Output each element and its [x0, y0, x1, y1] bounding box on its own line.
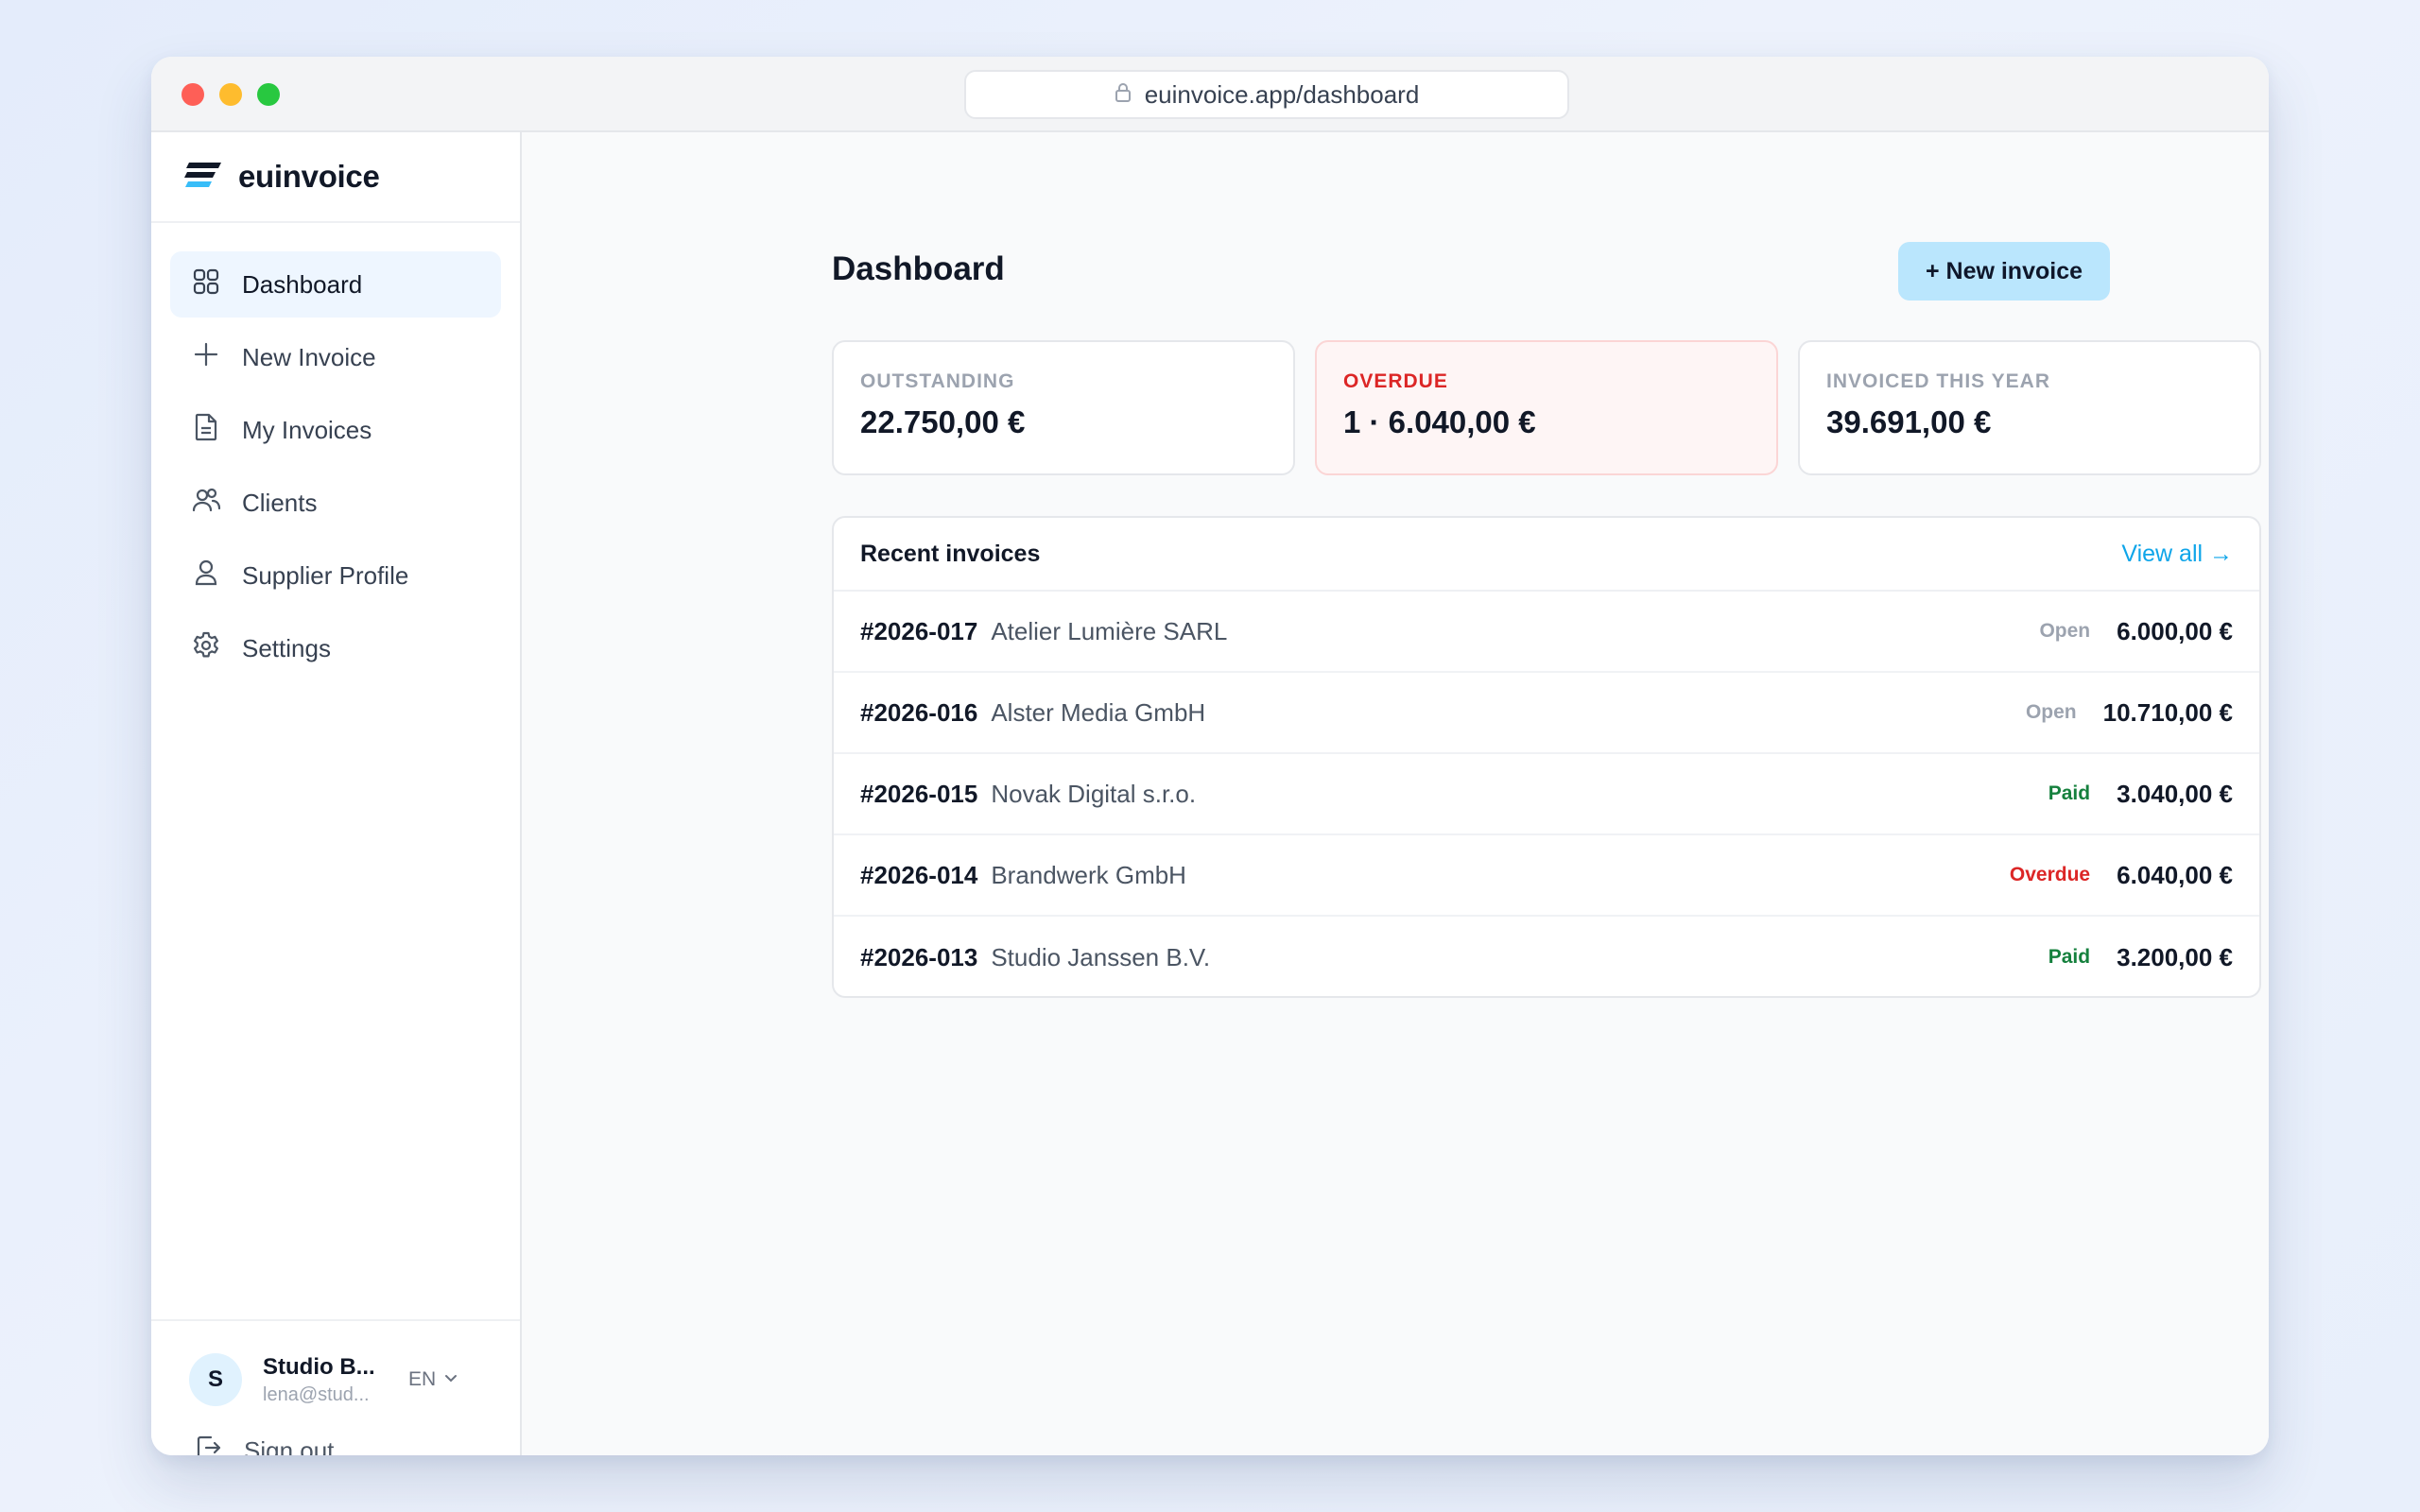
status-badge: Paid	[2048, 946, 2091, 968]
stat-card-invoiced-this-year: INVOICED THIS YEAR 39.691,00 €	[1798, 340, 2261, 475]
minimize-window-button[interactable]	[219, 83, 242, 106]
status-badge: Open	[2025, 701, 2077, 723]
invoice-row[interactable]: #2026-013 Studio Janssen B.V. Paid 3.200…	[834, 917, 2259, 996]
sidebar-item-new-invoice[interactable]: New Invoice	[170, 324, 501, 390]
user-email: lena@stud...	[263, 1383, 370, 1405]
browser-window: euinvoice.app/dashboard euinvoice	[151, 57, 2269, 1455]
invoice-row[interactable]: #2026-017 Atelier Lumière SARL Open 6.00…	[834, 592, 2259, 673]
sidebar-item-clients[interactable]: Clients	[170, 470, 501, 536]
invoice-amount: 6.000,00 €	[2117, 616, 2233, 645]
invoice-amount: 3.040,00 €	[2117, 779, 2233, 808]
sidebar-item-label: Supplier Profile	[242, 560, 409, 590]
sidebar: euinvoice Dashboard	[151, 132, 522, 1455]
language-selector[interactable]: EN	[408, 1368, 458, 1391]
stat-label: OUTSTANDING	[860, 370, 1015, 392]
user-name: Studio B...	[263, 1353, 375, 1380]
view-all-link[interactable]: View all →	[2121, 540, 2233, 567]
lock-icon	[1115, 80, 1132, 110]
sidebar-item-label: My Invoices	[242, 415, 372, 444]
invoice-row[interactable]: #2026-016 Alster Media GmbH Open 10.710,…	[834, 673, 2259, 754]
gear-icon	[191, 630, 221, 667]
sidebar-item-my-invoices[interactable]: My Invoices	[170, 397, 501, 463]
invoice-number: #2026-014	[860, 860, 978, 889]
recent-invoices-panel: Recent invoices View all → #2026-017 Ate…	[832, 516, 2261, 998]
brand-name: euinvoice	[238, 159, 380, 194]
brand[interactable]: euinvoice	[151, 132, 520, 223]
sidebar-item-supplier-profile[interactable]: Supplier Profile	[170, 542, 501, 609]
language-label: EN	[408, 1368, 437, 1390]
status-badge: Overdue	[2009, 864, 2091, 885]
grid-icon	[191, 266, 221, 303]
stat-card-outstanding: OUTSTANDING 22.750,00 €	[832, 340, 1295, 475]
recent-invoices-header: Recent invoices View all →	[834, 518, 2259, 592]
stat-label: INVOICED THIS YEAR	[1826, 370, 2050, 392]
sidebar-nav: Dashboard New Invoice My	[170, 251, 501, 688]
main-content: Dashboard + New invoice OUTSTANDING 22.7…	[522, 132, 2269, 1455]
invoice-client: Studio Janssen B.V.	[991, 942, 1211, 971]
user-account[interactable]: S Studio B... lena@stud... EN	[189, 1349, 492, 1410]
recent-invoices-title: Recent invoices	[860, 540, 1041, 567]
sidebar-item-dashboard[interactable]: Dashboard	[170, 251, 501, 318]
users-icon	[191, 485, 221, 522]
stat-card-overdue: OVERDUE 1 · 6.040,00 €	[1315, 340, 1778, 475]
invoice-client: Brandwerk GmbH	[991, 860, 1186, 889]
sidebar-item-label: Settings	[242, 633, 331, 662]
sidebar-footer: S Studio B... lena@stud... EN	[151, 1319, 520, 1455]
invoice-amount: 6.040,00 €	[2117, 860, 2233, 889]
invoice-number: #2026-016	[860, 697, 978, 727]
chevron-down-icon	[443, 1368, 458, 1391]
invoice-number: #2026-013	[860, 942, 978, 971]
invoice-row[interactable]: #2026-014 Brandwerk GmbH Overdue 6.040,0…	[834, 835, 2259, 917]
sidebar-item-label: New Invoice	[242, 342, 376, 371]
plus-icon	[191, 339, 221, 376]
sidebar-item-settings[interactable]: Settings	[170, 615, 501, 681]
invoice-amount: 10.710,00 €	[2102, 697, 2233, 727]
sidebar-item-label: Dashboard	[242, 269, 363, 299]
sign-out-label: Sign out	[244, 1436, 335, 1455]
status-badge: Paid	[2048, 782, 2091, 804]
stat-value: 22.750,00 €	[860, 404, 1026, 439]
user-icon	[191, 558, 221, 594]
close-window-button[interactable]	[182, 83, 204, 106]
avatar: S	[189, 1353, 242, 1406]
invoice-amount: 3.200,00 €	[2117, 942, 2233, 971]
page-title: Dashboard	[832, 250, 1005, 287]
invoice-client: Atelier Lumière SARL	[991, 616, 1228, 645]
invoice-number: #2026-015	[860, 779, 978, 808]
sign-out-button[interactable]: Sign out	[193, 1433, 334, 1455]
new-invoice-button[interactable]: + New invoice	[1898, 242, 2110, 301]
logo-icon	[183, 160, 223, 195]
stat-label: OVERDUE	[1343, 370, 1448, 392]
status-badge: Open	[2039, 620, 2091, 642]
browser-titlebar: euinvoice.app/dashboard	[151, 57, 2269, 132]
maximize-window-button[interactable]	[257, 83, 280, 106]
invoice-client: Alster Media GmbH	[991, 697, 1206, 727]
address-bar[interactable]: euinvoice.app/dashboard	[964, 70, 1569, 119]
invoice-row[interactable]: #2026-015 Novak Digital s.r.o. Paid 3.04…	[834, 754, 2259, 835]
user-info: Studio B... lena@stud...	[263, 1354, 386, 1406]
stat-value: 1 · 6.040,00 €	[1343, 404, 1536, 439]
invoice-client: Novak Digital s.r.o.	[991, 779, 1197, 808]
logout-icon	[193, 1433, 223, 1455]
url-text: euinvoice.app/dashboard	[1144, 79, 1420, 109]
document-icon	[191, 412, 221, 449]
sidebar-item-label: Clients	[242, 488, 318, 517]
stat-value: 39.691,00 €	[1826, 404, 1992, 439]
invoice-number: #2026-017	[860, 616, 978, 645]
